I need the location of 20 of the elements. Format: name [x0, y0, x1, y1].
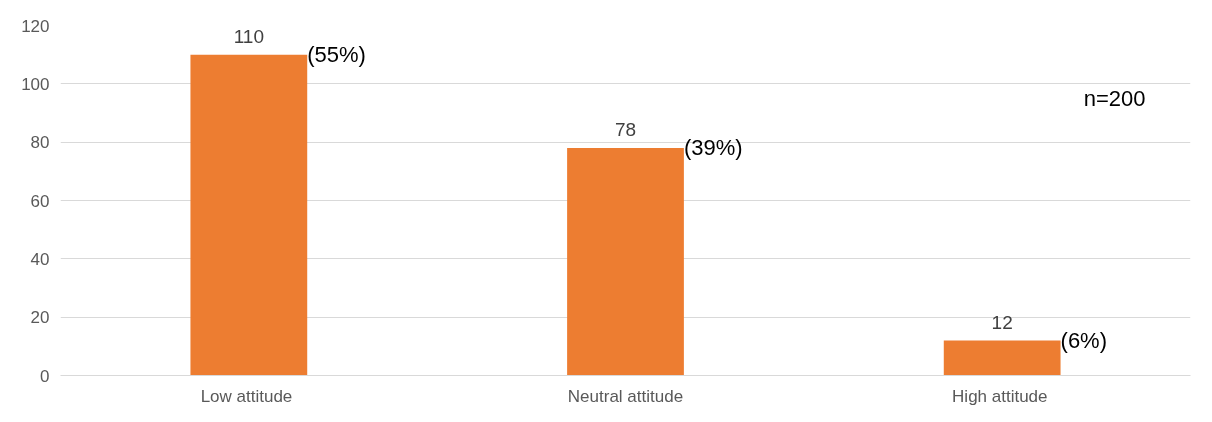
bar — [943, 340, 1061, 376]
annotation: (6%) — [1060, 327, 1107, 353]
y-tick-label: 120 — [21, 16, 50, 36]
annotation: (39%) — [683, 135, 743, 160]
bar — [567, 148, 684, 376]
data-label: 12 — [991, 311, 1013, 333]
y-tick-label: 60 — [30, 191, 50, 211]
data-label: 78 — [614, 119, 637, 140]
x-tick-label: High attitude — [952, 386, 1048, 406]
x-tick-label: Neutral attitude — [567, 386, 684, 406]
bar — [190, 54, 308, 376]
y-tick-label: 20 — [30, 308, 50, 328]
y-tick-label: 100 — [21, 74, 50, 94]
annotation: (55%) — [307, 41, 366, 67]
x-tick-label: Low attitude — [200, 386, 293, 406]
data-label: 110 — [233, 25, 264, 47]
y-tick-label: 80 — [30, 133, 50, 153]
y-tick-label: 40 — [30, 249, 50, 269]
y-tick-label: 0 — [40, 366, 50, 386]
annotation: n=200 — [1083, 85, 1146, 111]
